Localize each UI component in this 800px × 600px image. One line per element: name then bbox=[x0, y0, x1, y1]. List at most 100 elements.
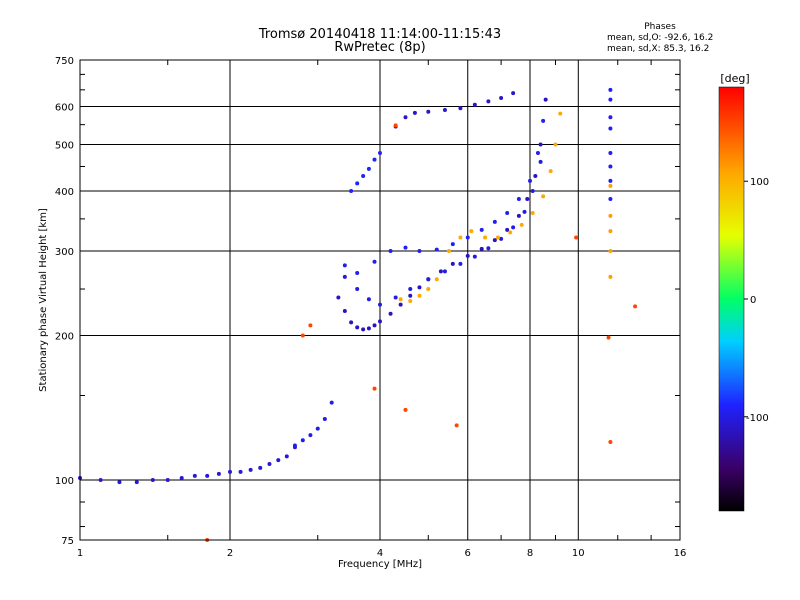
data-point bbox=[342, 263, 347, 268]
data-point bbox=[486, 246, 491, 251]
data-point bbox=[361, 173, 366, 178]
data-point bbox=[403, 245, 408, 250]
data-point bbox=[516, 197, 521, 202]
data-point bbox=[608, 164, 613, 169]
data-point bbox=[434, 247, 439, 252]
data-point bbox=[548, 169, 553, 174]
data-point bbox=[516, 213, 521, 218]
data-point bbox=[525, 197, 530, 202]
data-point bbox=[541, 194, 546, 199]
data-point bbox=[608, 97, 613, 102]
data-point bbox=[355, 270, 360, 275]
data-point bbox=[508, 230, 513, 235]
data-point bbox=[117, 480, 122, 485]
y-tick-label: 400 bbox=[55, 187, 74, 198]
x-tick-label: 2 bbox=[227, 548, 233, 559]
data-point bbox=[458, 235, 463, 240]
data-point bbox=[472, 102, 477, 107]
data-point bbox=[238, 469, 243, 474]
data-point bbox=[336, 295, 341, 300]
y-tick-label: 500 bbox=[55, 141, 74, 152]
stats-o-mode: mean, sd,O: -92.6, 16.2 bbox=[607, 33, 714, 43]
data-point bbox=[465, 253, 470, 258]
data-point bbox=[276, 458, 281, 463]
data-point bbox=[479, 246, 484, 251]
y-tick-label: 750 bbox=[55, 56, 74, 67]
data-point bbox=[535, 151, 540, 156]
data-point bbox=[408, 287, 413, 292]
x-tick-label: 10 bbox=[572, 548, 585, 559]
data-point bbox=[483, 235, 488, 240]
data-point bbox=[315, 426, 320, 431]
data-point bbox=[165, 478, 170, 483]
data-point bbox=[574, 235, 579, 240]
data-point bbox=[393, 123, 398, 128]
data-point bbox=[530, 211, 535, 216]
data-point bbox=[300, 333, 305, 338]
data-point bbox=[608, 274, 613, 279]
data-point bbox=[393, 295, 398, 300]
data-point bbox=[450, 242, 455, 247]
data-point bbox=[134, 480, 139, 485]
x-tick-label: 4 bbox=[377, 548, 383, 559]
y-tick-label: 75 bbox=[61, 536, 74, 547]
colorbar-label: [deg] bbox=[720, 72, 749, 85]
data-point bbox=[349, 320, 354, 325]
y-axis-label: Stationary phase Virtual Height [km] bbox=[38, 208, 49, 392]
data-point bbox=[538, 159, 543, 164]
data-point bbox=[608, 183, 613, 188]
x-tick-label: 16 bbox=[674, 548, 687, 559]
data-point bbox=[205, 473, 210, 478]
data-point bbox=[372, 157, 377, 162]
data-point bbox=[530, 189, 535, 194]
data-point bbox=[541, 118, 546, 123]
data-point bbox=[308, 433, 313, 438]
data-point bbox=[499, 96, 504, 101]
data-point bbox=[608, 151, 613, 156]
data-point bbox=[355, 287, 360, 292]
data-point bbox=[417, 293, 422, 298]
data-point bbox=[486, 99, 491, 104]
data-point bbox=[543, 97, 548, 102]
data-point bbox=[606, 335, 611, 340]
data-point bbox=[608, 229, 613, 234]
data-point bbox=[469, 229, 474, 234]
data-point bbox=[608, 249, 613, 254]
data-point bbox=[372, 259, 377, 264]
data-point bbox=[408, 299, 413, 304]
data-point bbox=[192, 473, 197, 478]
data-point bbox=[412, 110, 417, 115]
x-tick-label: 1 bbox=[77, 548, 83, 559]
data-point bbox=[446, 249, 451, 254]
data-point bbox=[533, 173, 538, 178]
data-point bbox=[479, 227, 484, 232]
data-point bbox=[492, 238, 497, 243]
data-point bbox=[608, 213, 613, 218]
x-tick-label: 8 bbox=[527, 548, 533, 559]
data-point bbox=[608, 197, 613, 202]
data-point bbox=[378, 319, 382, 324]
data-point bbox=[472, 254, 477, 259]
data-point bbox=[538, 142, 543, 147]
grid-lines bbox=[80, 60, 680, 540]
data-point bbox=[417, 249, 422, 254]
data-point bbox=[366, 297, 371, 302]
data-point bbox=[349, 189, 354, 194]
data-point bbox=[308, 323, 313, 328]
data-point bbox=[495, 235, 500, 240]
y-tick-label: 200 bbox=[55, 332, 74, 343]
data-point bbox=[361, 327, 366, 332]
data-point bbox=[355, 181, 360, 186]
data-point bbox=[499, 236, 504, 241]
data-point bbox=[378, 151, 382, 156]
data-point bbox=[366, 166, 371, 171]
data-point bbox=[505, 211, 510, 216]
data-point bbox=[511, 91, 516, 96]
data-points bbox=[78, 87, 638, 542]
data-point bbox=[98, 478, 103, 483]
colorbar bbox=[718, 86, 745, 512]
y-tick-label: 300 bbox=[55, 247, 74, 258]
data-point bbox=[608, 87, 613, 92]
data-point bbox=[248, 467, 253, 472]
data-point bbox=[258, 465, 263, 470]
